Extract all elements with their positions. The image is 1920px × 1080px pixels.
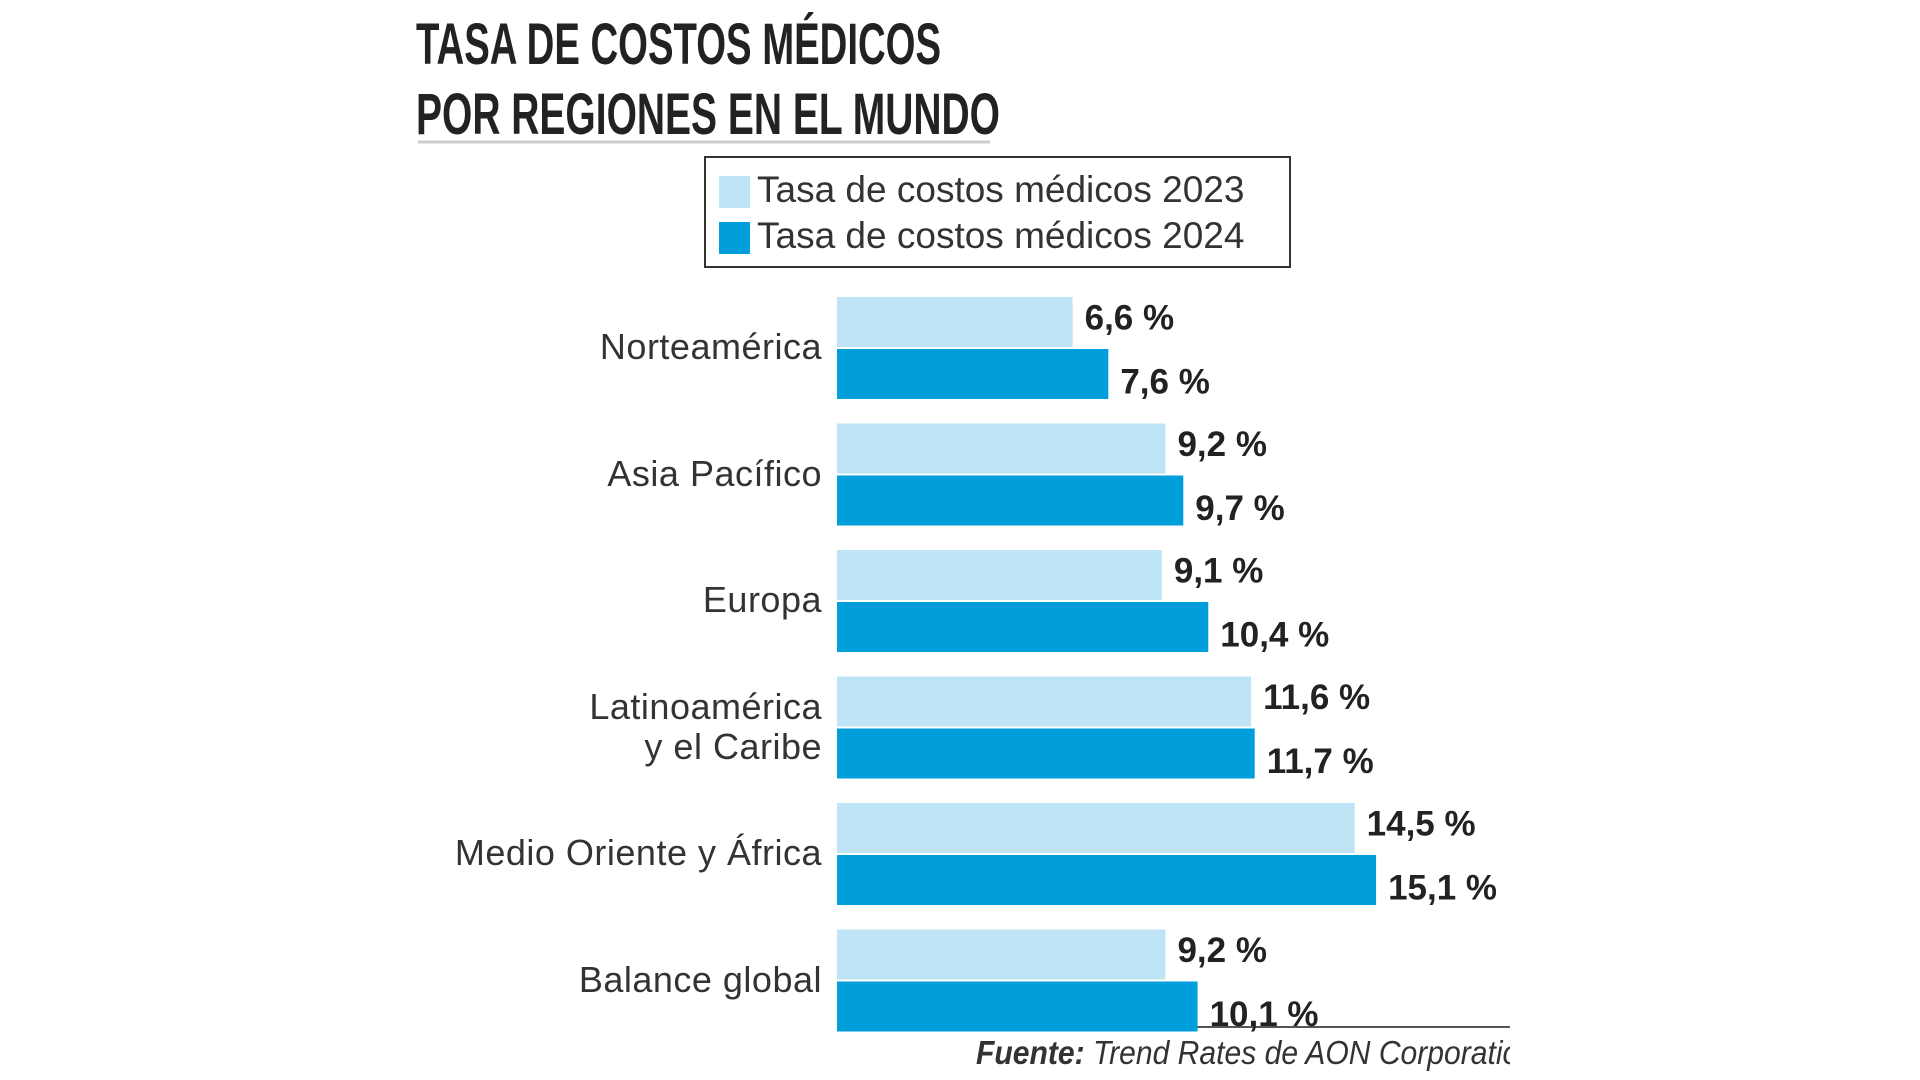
bar [837,855,1377,905]
legend-swatch [719,222,750,254]
bar [837,550,1162,600]
bar [837,981,1198,1032]
value-label: 7,6 % [1120,362,1210,401]
category-label: Latinoamérica y el Caribe [589,685,822,767]
value-label: 14,5 % [1367,804,1476,843]
bar [837,676,1252,727]
value-label: 9,2 % [1177,425,1267,464]
value-label: 11,6 % [1263,678,1370,717]
category-label: Medio Oriente y África [454,832,822,873]
value-label: 9,1 % [1174,551,1264,590]
category-label: Balance global [578,958,822,1000]
bar [837,728,1255,779]
value-label: 15,1 % [1388,868,1497,907]
legend-box [704,156,1291,268]
bar [837,349,1109,399]
bar [837,297,1073,347]
category-label: Europa [702,579,822,620]
value-label: 11,7 % [1267,742,1374,781]
bar [837,803,1355,853]
legend-swatch [719,176,750,208]
value-label: 9,2 % [1177,931,1267,970]
bar [837,475,1184,526]
chart-title: TASA DE COSTOS MÉDICOS [416,12,941,77]
bar [837,929,1166,980]
category-label: Norteamérica [599,326,822,367]
value-label: 10,4 % [1220,615,1329,654]
value-label: 6,6 % [1085,298,1175,337]
legend-label: Tasa de costos médicos 2024 [757,215,1244,256]
source-label: Fuente: [976,1034,1085,1071]
chart-title: POR REGIONES EN EL MUNDO [416,82,1000,147]
source: Fuente: Trend Rates de AON Corporation [976,1034,1536,1071]
value-label: 10,1 % [1210,995,1319,1034]
category-label: Asia Pacífico [607,452,822,494]
bar [837,602,1209,652]
value-label: 9,7 % [1195,489,1285,528]
legend-label: Tasa de costos médicos 2023 [757,169,1244,210]
bar [837,423,1166,474]
source-text: Trend Rates de AON Corporation [1093,1034,1536,1071]
